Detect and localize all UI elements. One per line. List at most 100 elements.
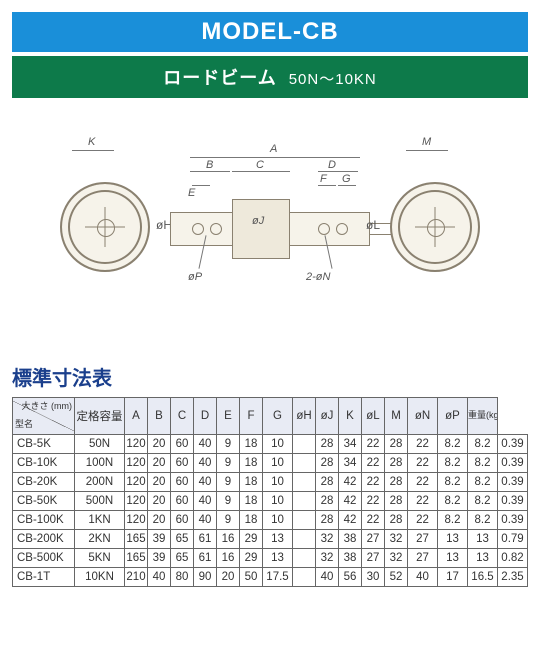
cell-value: 0.39 (498, 511, 528, 530)
cell-value: 120 (125, 511, 148, 530)
cell-value: 13 (468, 530, 498, 549)
cell-model: CB-10K (13, 454, 75, 473)
cell-value: 22 (408, 454, 438, 473)
cell-value: 22 (362, 435, 385, 454)
table-row: CB-1T10KN210408090205017.540563052401716… (13, 568, 528, 587)
cell-value: 42 (339, 492, 362, 511)
cell-value: 50 (240, 568, 263, 587)
cell-value: 0.79 (498, 530, 528, 549)
col-phiP: øP (438, 398, 468, 435)
cell-value: 34 (339, 454, 362, 473)
cell-value: 10 (263, 492, 293, 511)
cell-value: 65 (171, 530, 194, 549)
dim-K: K (88, 136, 95, 148)
cell-value (293, 530, 316, 549)
cell-value: 10 (263, 511, 293, 530)
cell-value: 9 (217, 492, 240, 511)
table-row: CB-50K500N1202060409181028422228228.28.2… (13, 492, 528, 511)
cell-value: 20 (148, 511, 171, 530)
cell-value: 29 (240, 549, 263, 568)
dim-F: F (320, 173, 327, 185)
cell-value: 22 (362, 492, 385, 511)
cell-value: 30 (362, 568, 385, 587)
col-G: G (263, 398, 293, 435)
cell-capacity: 50N (75, 435, 125, 454)
cell-value: 80 (171, 568, 194, 587)
cell-value: 27 (408, 530, 438, 549)
cell-value: 28 (316, 473, 339, 492)
cell-value: 9 (217, 511, 240, 530)
cell-value (293, 568, 316, 587)
cell-value: 27 (408, 549, 438, 568)
cell-value: 38 (339, 530, 362, 549)
cell-value: 40 (194, 511, 217, 530)
cell-value: 17.5 (263, 568, 293, 587)
cell-value: 18 (240, 511, 263, 530)
cell-value: 28 (316, 511, 339, 530)
cell-value: 165 (125, 530, 148, 549)
col-phiL: øL (362, 398, 385, 435)
cell-value: 120 (125, 492, 148, 511)
cell-value: 28 (385, 511, 408, 530)
cell-value: 13 (263, 530, 293, 549)
cell-model: CB-1T (13, 568, 75, 587)
cell-value: 40 (148, 568, 171, 587)
table-row: CB-20K200N1202060409181028422228228.28.2… (13, 473, 528, 492)
cell-value: 60 (171, 511, 194, 530)
table-row: CB-200K2KN165396561162913323827322713130… (13, 530, 528, 549)
cell-value (293, 473, 316, 492)
col-phiJ: øJ (316, 398, 339, 435)
cell-value: 40 (408, 568, 438, 587)
cell-value (293, 549, 316, 568)
cell-value: 0.39 (498, 473, 528, 492)
side-view: A B C D E F G øJ øP 2-øN (170, 157, 370, 297)
dim-A: A (270, 143, 277, 155)
cell-value: 18 (240, 473, 263, 492)
cell-value: 28 (316, 492, 339, 511)
cell-value: 18 (240, 454, 263, 473)
dim-G: G (342, 173, 351, 185)
col-phiH: øH (293, 398, 316, 435)
subtitle-range: 50N～10KN (289, 71, 377, 88)
cell-value (293, 454, 316, 473)
cell-capacity: 1KN (75, 511, 125, 530)
cell-value: 39 (148, 530, 171, 549)
cell-value: 34 (339, 435, 362, 454)
table-title: 標準寸法表 (12, 362, 528, 391)
col-M: M (385, 398, 408, 435)
cell-value: 32 (385, 530, 408, 549)
cell-capacity: 2KN (75, 530, 125, 549)
dim-D: D (328, 159, 336, 171)
technical-diagram: K øH A B C D E F G øJ øP 2-øN (12, 122, 528, 332)
cell-value: 32 (385, 549, 408, 568)
cell-value: 18 (240, 435, 263, 454)
cell-value: 20 (148, 492, 171, 511)
cell-value: 60 (171, 473, 194, 492)
cell-value: 56 (339, 568, 362, 587)
cell-capacity: 100N (75, 454, 125, 473)
cell-value: 8.2 (468, 492, 498, 511)
col-F: F (240, 398, 263, 435)
cell-value: 40 (194, 454, 217, 473)
cell-value: 18 (240, 492, 263, 511)
cell-model: CB-200K (13, 530, 75, 549)
cell-value: 8.2 (438, 454, 468, 473)
cell-value: 17 (438, 568, 468, 587)
dim-phiP: øP (188, 271, 202, 283)
cell-value: 60 (171, 454, 194, 473)
cell-value: 28 (316, 454, 339, 473)
cell-capacity: 5KN (75, 549, 125, 568)
cell-value: 42 (339, 473, 362, 492)
cell-value: 42 (339, 511, 362, 530)
cell-value: 20 (217, 568, 240, 587)
cell-value: 120 (125, 435, 148, 454)
cell-value: 16.5 (468, 568, 498, 587)
cell-value: 8.2 (438, 435, 468, 454)
cell-value: 27 (362, 549, 385, 568)
cell-value: 13 (438, 530, 468, 549)
col-E: E (217, 398, 240, 435)
cell-value: 60 (171, 435, 194, 454)
cell-value: 22 (408, 511, 438, 530)
left-circle-view (60, 182, 150, 272)
cell-value: 29 (240, 530, 263, 549)
